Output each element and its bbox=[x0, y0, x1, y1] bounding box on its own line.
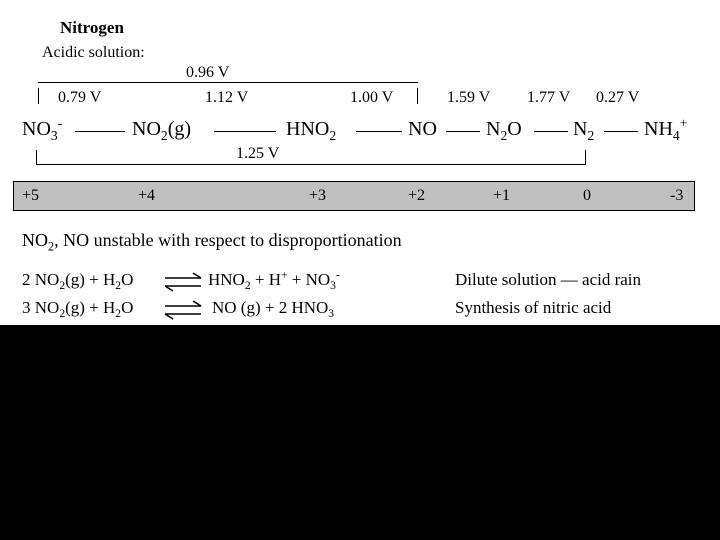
link-no-n2o bbox=[446, 131, 480, 132]
species-dinitrogen: N2 bbox=[573, 118, 595, 143]
species-nitrate: NO3- bbox=[22, 115, 63, 143]
reaction-2-description: Synthesis of nitric acid bbox=[455, 298, 612, 317]
link-n2-nh4 bbox=[604, 131, 638, 132]
oxidation-state: +1 bbox=[493, 187, 511, 204]
oxidation-state: +3 bbox=[309, 187, 327, 204]
bracket-bottom-left-tick bbox=[36, 150, 37, 165]
species-nitric-oxide: NO bbox=[408, 118, 437, 140]
disproportionation-note: NO2, NO unstable with respect to disprop… bbox=[22, 230, 402, 254]
potential-no3-no2: 0.79 V bbox=[58, 89, 102, 106]
reaction-1-products: HNO2 + H+ + NO3- bbox=[208, 268, 340, 293]
species-nitrogen-dioxide: NO2(g) bbox=[132, 118, 192, 143]
potential-n2-nh4: 0.27 V bbox=[596, 89, 640, 106]
oxidation-state-bar bbox=[13, 181, 695, 211]
slide-content-area bbox=[0, 0, 720, 325]
slide-footer-blank-area bbox=[0, 325, 720, 540]
species-nitrous-acid: HNO2 bbox=[286, 118, 337, 143]
oxidation-state: +5 bbox=[22, 187, 40, 204]
link-hno2-no bbox=[356, 131, 402, 132]
oxidation-state: +4 bbox=[138, 187, 156, 204]
bracket-top-right-tick bbox=[417, 88, 418, 104]
species-ammonium: NH4+ bbox=[644, 115, 688, 143]
slide-title: Nitrogen bbox=[60, 18, 124, 37]
potential-no3-n2: 1.25 V bbox=[236, 145, 280, 162]
potential-hno2-no: 1.00 V bbox=[350, 89, 394, 106]
oxidation-state: 0 bbox=[583, 187, 591, 204]
reaction-1-reactants: 2 NO2(g) + H2O bbox=[22, 270, 134, 293]
slide-subtitle: Acidic solution: bbox=[42, 44, 145, 61]
equilibrium-arrows-icon bbox=[164, 272, 202, 292]
reaction-2-products: NO (g) + 2 HNO3 bbox=[212, 298, 335, 321]
link-n2o-n2 bbox=[534, 131, 568, 132]
link-no3-no2 bbox=[75, 131, 125, 132]
bracket-top-0.96 bbox=[38, 82, 418, 83]
potential-no3-no2-top: 0.96 V bbox=[186, 64, 230, 81]
bracket-top-left-tick bbox=[38, 88, 39, 104]
species-nitrous-oxide: N2O bbox=[486, 118, 522, 143]
reaction-1-description: Dilute solution — acid rain bbox=[455, 270, 642, 289]
bracket-bottom-right-tick bbox=[585, 150, 586, 165]
potential-no-n2o: 1.59 V bbox=[447, 89, 491, 106]
potential-no2-hno2: 1.12 V bbox=[205, 89, 249, 106]
bracket-bottom-1.25 bbox=[36, 164, 586, 165]
link-no2-hno2 bbox=[214, 131, 276, 132]
oxidation-state: -3 bbox=[670, 187, 684, 204]
reaction-2-reactants: 3 NO2(g) + H2O bbox=[22, 298, 134, 321]
potential-n2o-n2: 1.77 V bbox=[527, 89, 571, 106]
oxidation-state: +2 bbox=[408, 187, 426, 204]
equilibrium-arrows-icon bbox=[164, 300, 202, 320]
